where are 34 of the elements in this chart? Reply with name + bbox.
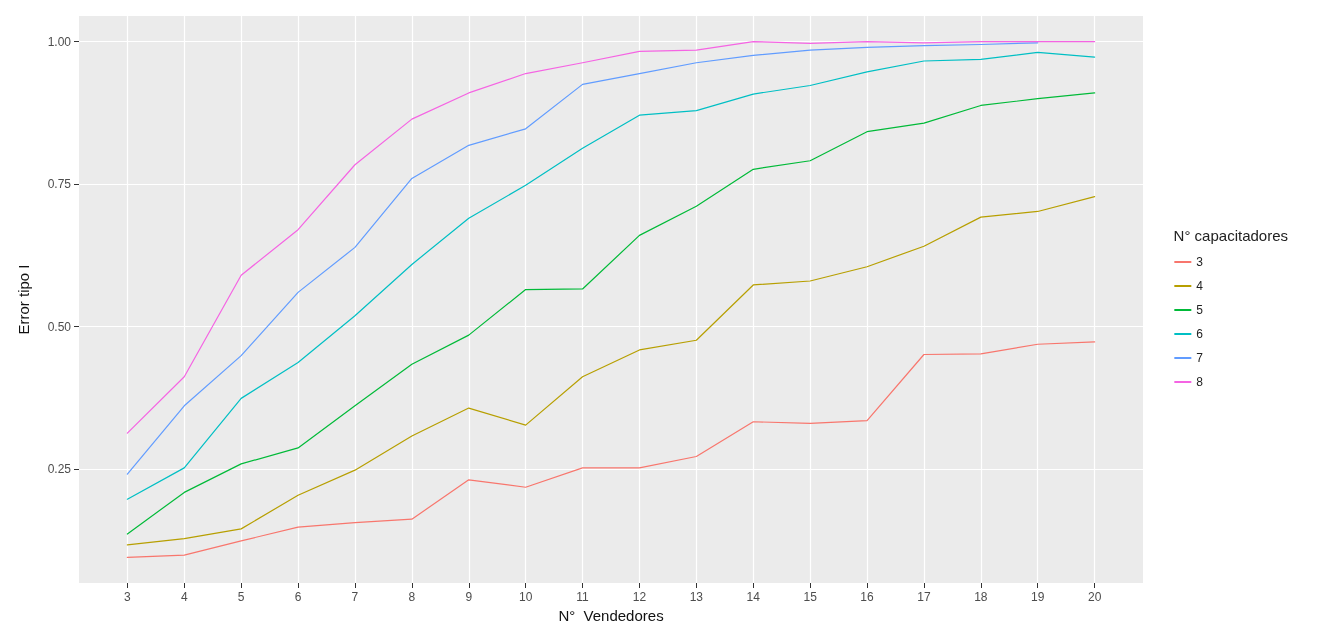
y-axis-title: Error tipo I [15,264,32,335]
legend-label: 7 [1196,351,1204,365]
legend-label: 8 [1196,375,1204,389]
x-tick-label: 8 [408,590,416,604]
legend-label: 4 [1196,279,1204,293]
x-tick-label: 20 [1087,590,1102,604]
x-axis-title: N° Vendedores [558,606,664,624]
x-tick-label: 9 [465,590,473,604]
x-tick-label: 15 [803,590,818,604]
x-tick-label: 18 [974,590,988,604]
legend-label: 3 [1196,255,1204,269]
x-tick-label: 3 [124,590,132,604]
x-tick-label: 7 [351,590,359,604]
x-tick-label: 5 [237,590,245,604]
x-tick-label: 16 [860,590,875,604]
line-series [126,341,1096,558]
x-tick-label: 17 [917,590,931,604]
legend-title: N° capacitadores [1173,227,1288,244]
y-tick-label: 0.50 [47,319,72,334]
x-tick-label: 6 [294,590,302,604]
y-tick-label: 0.25 [47,462,72,477]
x-tick-label: 14 [746,590,761,604]
legend-label: 6 [1196,327,1204,341]
line-series [126,196,1096,546]
x-tick-label: 19 [1031,590,1045,604]
x-tick-label: 10 [518,590,533,604]
legend-label: 5 [1196,303,1204,317]
y-tick-label: 0.75 [47,177,72,192]
x-tick-label: 4 [180,590,188,604]
x-tick-label: 13 [689,590,704,604]
line-series [126,92,1096,535]
y-tick-label: 1.00 [47,34,72,49]
x-tick-label: 11 [576,590,590,604]
x-tick-label: 12 [632,590,647,604]
